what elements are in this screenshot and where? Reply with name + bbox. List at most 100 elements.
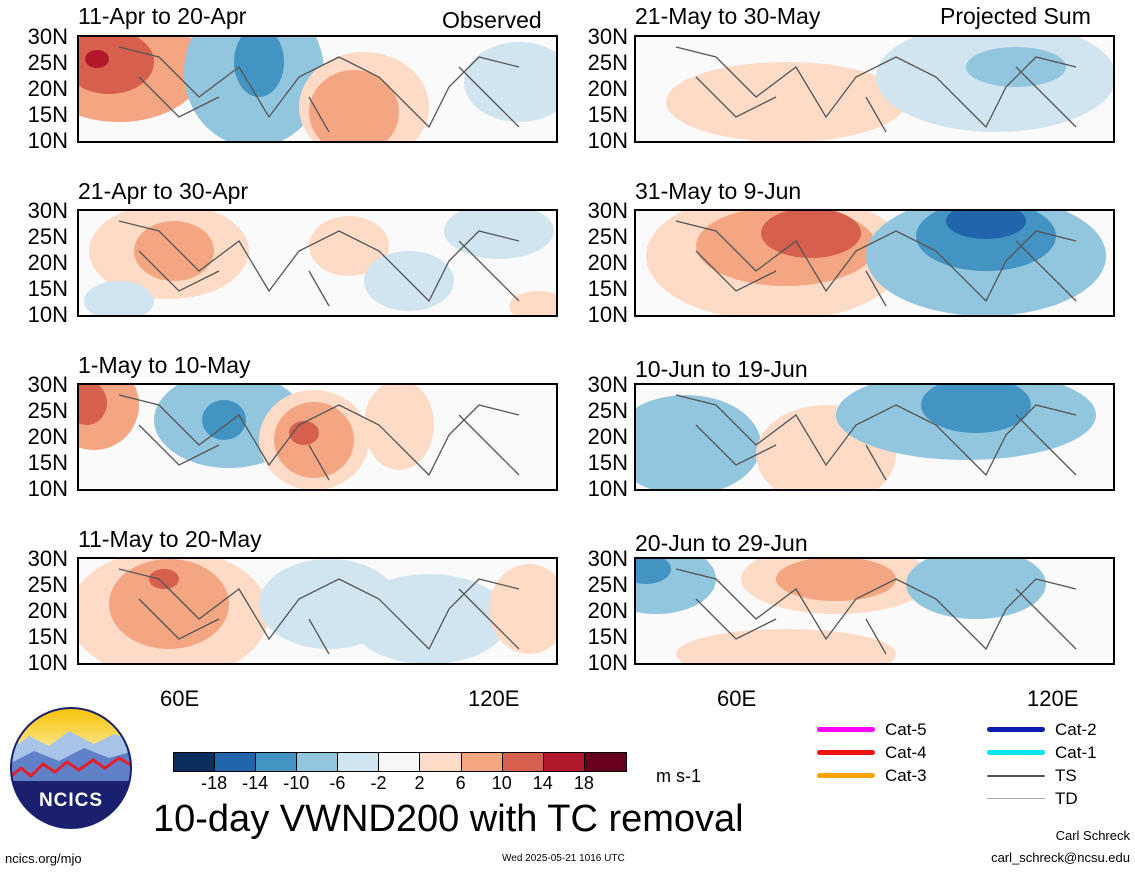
legend-item: Cat-5 [817,718,927,741]
legend-swatch [987,727,1045,732]
lat-label: 10N [587,650,628,675]
lat-label: 10N [27,302,68,327]
site-link[interactable]: ncics.org/mjo [5,851,82,866]
panel-title: 20-Jun to 29-Jun [635,530,808,556]
colorbar-cell [338,753,380,771]
main-title: 10-day VWND200 with TC removal [153,798,744,840]
colorbar [173,752,627,772]
legend-swatch [817,773,875,778]
legend-swatch [817,750,875,755]
lat-label: 15N [27,276,68,301]
colorbar-tick: -10 [283,773,310,793]
map-panel [77,209,558,317]
lat-label: 30N [587,546,628,571]
legend-label: Cat-5 [885,719,927,739]
colorbar-tick: 10 [491,773,512,793]
colorbar-tick: -18 [201,773,228,793]
lat-label: 30N [27,198,68,223]
lat-label: 20N [587,424,628,449]
logo-text: NCICS [38,790,104,811]
lon-label: 120E [468,686,520,711]
colorbar-cell [379,753,421,771]
legend-item: Cat-4 [817,741,927,764]
legend-label: Cat-4 [885,742,927,762]
colorbar-tick: 2 [414,773,425,793]
lat-label: 25N [587,50,628,75]
lat-label: 15N [587,102,628,127]
lat-label: 30N [27,24,68,49]
colorbar-tick: -14 [242,773,269,793]
email[interactable]: carl_schreck@ncsu.edu [991,850,1130,865]
legend-swatch [987,774,1045,777]
legend-label: Cat-2 [1055,719,1097,739]
ncics-logo: NCICS [9,706,133,830]
colorbar-units: m s-1 [656,766,701,786]
map-panel [77,383,558,491]
observed-label: Observed [442,7,542,33]
colorbar-tick: 6 [455,773,466,793]
colorbar-tick: 14 [532,773,553,793]
panel-title: 11-Apr to 20-Apr [78,3,247,29]
lat-label: 20N [27,76,68,101]
lat-label: 20N [27,250,68,275]
panel-title: 1-May to 10-May [78,352,251,378]
lat-label: 20N [587,76,628,101]
colorbar-cell [543,753,585,771]
lat-label: 20N [587,598,628,623]
timestamp: Wed 2025-05-21 1016 UTC [502,853,625,864]
map-panel [77,35,558,143]
lat-label: 30N [27,372,68,397]
lat-label: 30N [587,198,628,223]
panel-title: 31-May to 9-Jun [635,178,802,204]
colorbar-cell [215,753,257,771]
map-panel [634,557,1115,665]
legend-label: Cat-1 [1055,742,1097,762]
legend-swatch [987,798,1045,799]
lat-label: 20N [587,250,628,275]
legend-item: TS [987,764,1097,787]
legend-column: Cat-2 Cat-1 TS TD [987,718,1097,810]
lat-label: 30N [587,372,628,397]
colorbar-cell [297,753,339,771]
lat-label: 10N [587,302,628,327]
panel-title: 21-May to 30-May [635,3,821,29]
colorbar-cell [174,753,216,771]
colorbar-cell [461,753,503,771]
lat-label: 15N [587,276,628,301]
lat-label: 25N [587,224,628,249]
lat-label: 25N [587,398,628,423]
colorbar-cell [584,753,626,771]
lat-label: 15N [27,102,68,127]
lat-label: 15N [27,624,68,649]
legend-label: TD [1055,788,1078,808]
legend-column: Cat-5 Cat-4 Cat-3 [817,718,927,787]
legend-item: Cat-2 [987,718,1097,741]
lat-label: 15N [587,450,628,475]
colorbar-tick: -6 [329,773,346,793]
colorbar-tick: -2 [370,773,387,793]
lat-label: 25N [27,224,68,249]
lon-label: 60E [717,686,757,711]
projected-sum-label: Projected Sum [940,3,1091,29]
panel-title: 10-Jun to 19-Jun [635,356,808,382]
colorbar-cell [256,753,298,771]
author: Carl Schreck [1055,828,1130,843]
lat-label: 25N [27,50,68,75]
lat-label: 25N [587,572,628,597]
lat-label: 30N [27,546,68,571]
colorbar-tick: 18 [573,773,594,793]
lat-label: 20N [27,598,68,623]
panel-title: 11-May to 20-May [78,526,262,552]
lat-label: 10N [27,128,68,153]
lat-label: 10N [27,476,68,501]
lat-label: 10N [587,476,628,501]
lat-label: 25N [27,398,68,423]
map-panel [634,209,1115,317]
map-panel [634,383,1115,491]
lat-label: 15N [587,624,628,649]
legend-item: Cat-1 [987,741,1097,764]
legend-swatch [817,727,875,732]
lat-label: 20N [27,424,68,449]
lat-label: 10N [587,128,628,153]
lon-label: 120E [1027,686,1079,711]
